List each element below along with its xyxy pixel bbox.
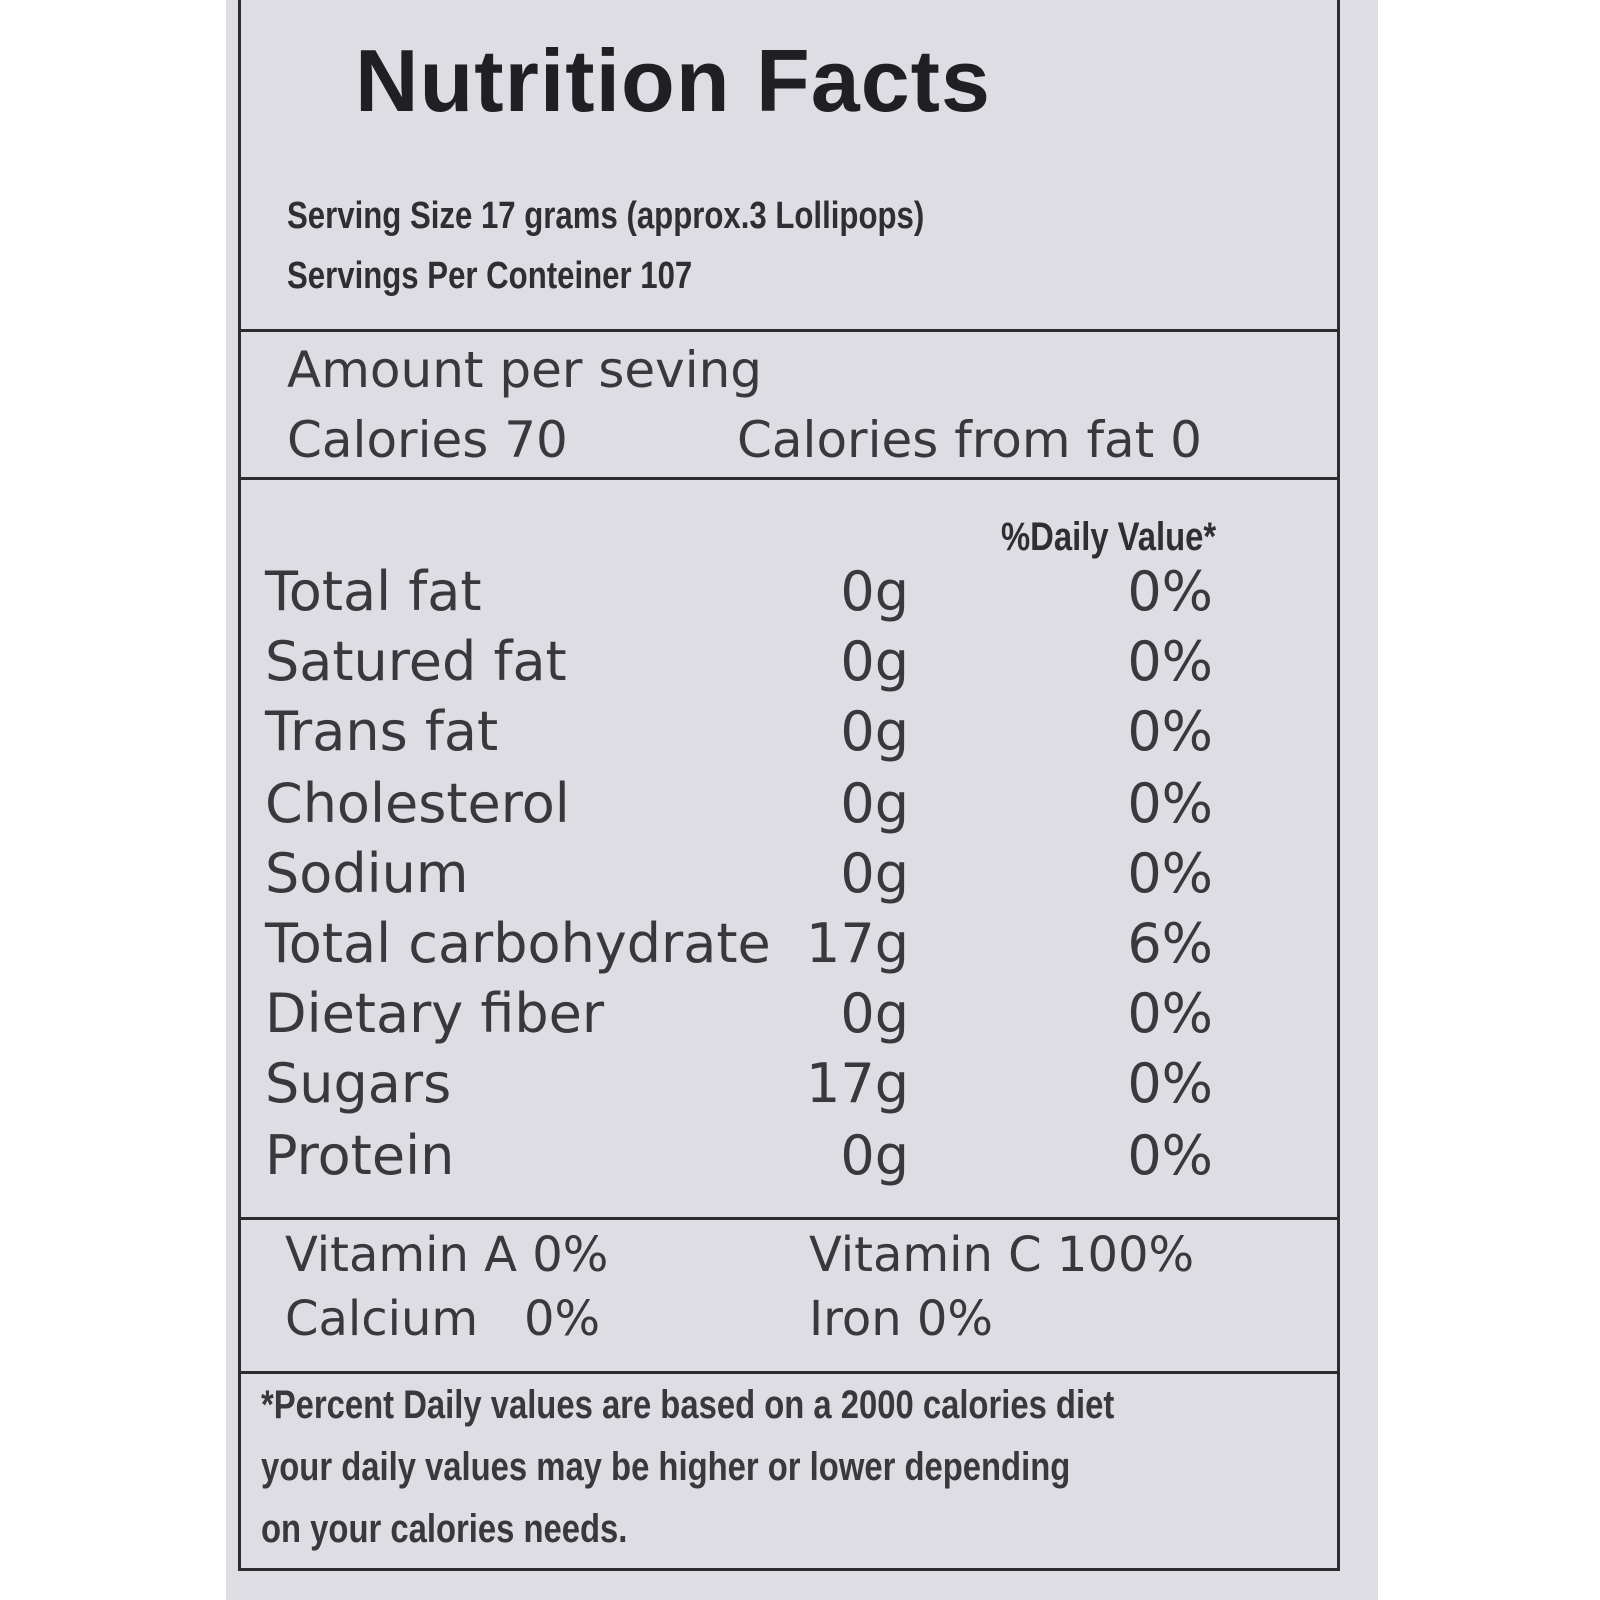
- nutrient-amount: 0g: [840, 1124, 909, 1187]
- nutrient-name: Dietary fiber: [265, 982, 605, 1045]
- nutrient-name: Total fat: [265, 560, 482, 623]
- nutrient-daily-value: 0%: [1127, 842, 1213, 905]
- nutrient-amount: 0g: [840, 842, 909, 905]
- nutrient-daily-value: 0%: [1127, 700, 1213, 763]
- divider-rule: [241, 329, 1337, 332]
- nutrient-name: Cholesterol: [265, 772, 570, 835]
- nutrient-daily-value: 0%: [1127, 1124, 1213, 1187]
- vitamin-c: Vitamin C 100%: [809, 1227, 1195, 1283]
- amount-per-serving: Amount per seving: [287, 341, 763, 399]
- nutrient-amount: 0g: [840, 630, 909, 693]
- calcium: Calcium 0%: [285, 1291, 601, 1347]
- nutrient-daily-value: 6%: [1127, 912, 1213, 975]
- nutrient-name: Satured fat: [265, 630, 567, 693]
- divider-rule: [241, 1217, 1337, 1220]
- nutrient-name: Sodium: [265, 842, 469, 905]
- vitamin-a: Vitamin A 0%: [285, 1227, 609, 1283]
- nutrient-name: Protein: [265, 1124, 455, 1187]
- serving-size: Serving Size 17 grams (approx.3 Lollipop…: [287, 195, 925, 237]
- nutrient-name: Total carbohydrate: [265, 912, 771, 975]
- nutrient-name: Sugars: [265, 1052, 452, 1115]
- footnote-line: *Percent Daily values are based on a 200…: [261, 1383, 1115, 1427]
- nutrient-amount: 0g: [840, 982, 909, 1045]
- servings-per-container: Servings Per Conteiner 107: [287, 255, 693, 297]
- nutrient-daily-value: 0%: [1127, 560, 1213, 623]
- calories: Calories 70: [287, 411, 568, 469]
- footnote-line: on your calories needs.: [261, 1507, 628, 1551]
- nutrient-amount: 17g: [806, 1052, 909, 1115]
- iron: Iron 0%: [809, 1291, 994, 1347]
- nutrient-daily-value: 0%: [1127, 982, 1213, 1045]
- nutrient-daily-value: 0%: [1127, 772, 1213, 835]
- nutrient-amount: 17g: [806, 912, 909, 975]
- nutrient-amount: 0g: [840, 772, 909, 835]
- nutrition-facts-title: Nutrition Facts: [355, 31, 991, 130]
- daily-value-header: %Daily Value*: [1001, 515, 1217, 559]
- nutrient-name: Trans fat: [265, 700, 499, 763]
- nutrient-daily-value: 0%: [1127, 630, 1213, 693]
- nutrition-facts-panel: Nutrition Facts Serving Size 17 grams (a…: [238, 0, 1340, 1571]
- footnote-line: your daily values may be higher or lower…: [261, 1445, 1071, 1489]
- divider-rule: [241, 477, 1337, 480]
- nutrient-amount: 0g: [840, 560, 909, 623]
- nutrient-amount: 0g: [840, 700, 909, 763]
- divider-rule: [241, 1371, 1337, 1374]
- nutrient-daily-value: 0%: [1127, 1052, 1213, 1115]
- calories-from-fat: Calories from fat 0: [737, 411, 1202, 469]
- nutrition-label-card: Nutrition Facts Serving Size 17 grams (a…: [226, 0, 1378, 1600]
